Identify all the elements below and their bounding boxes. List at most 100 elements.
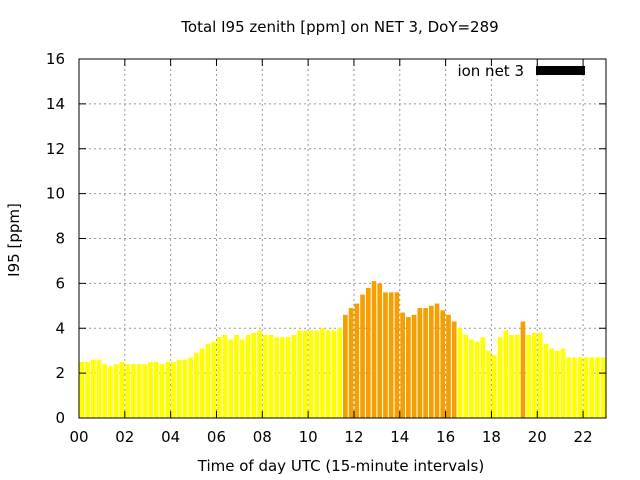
bar	[159, 364, 165, 418]
y-tick-label: 16	[46, 50, 65, 68]
bar	[526, 334, 532, 418]
bar	[222, 334, 228, 418]
bar	[383, 292, 388, 418]
bar	[320, 328, 325, 418]
bar	[469, 339, 474, 418]
bar	[314, 330, 320, 418]
bar	[537, 332, 543, 418]
bar	[365, 287, 371, 418]
bar	[165, 361, 171, 418]
bar	[239, 339, 245, 418]
bar	[589, 357, 595, 418]
bar	[440, 310, 446, 418]
x-tick-label: 16	[436, 428, 455, 446]
bar	[136, 364, 142, 418]
bar	[96, 359, 102, 418]
bar	[291, 334, 297, 418]
y-tick-label: 12	[46, 140, 65, 158]
bar	[388, 292, 394, 418]
x-tick-label: 08	[253, 428, 272, 446]
bar	[371, 281, 377, 418]
bar	[297, 330, 302, 418]
legend: ion net 3	[457, 62, 585, 80]
bar	[446, 314, 451, 418]
bar	[577, 357, 583, 418]
bar	[509, 334, 514, 418]
bar	[85, 361, 90, 418]
legend-swatch	[536, 66, 585, 75]
bar	[497, 337, 503, 418]
bar	[148, 361, 153, 418]
bar	[331, 330, 337, 418]
bar	[113, 364, 119, 418]
bar	[434, 303, 440, 418]
bar	[308, 330, 314, 418]
bar	[280, 337, 285, 418]
bar	[171, 361, 176, 418]
bar	[457, 328, 463, 418]
bar	[274, 337, 279, 418]
bar	[102, 364, 108, 418]
x-tick-label: 22	[574, 428, 593, 446]
bar	[486, 350, 491, 418]
x-tick-label: 14	[390, 428, 409, 446]
bar	[348, 308, 354, 418]
bar	[474, 341, 480, 418]
bar	[176, 359, 182, 418]
bar	[234, 334, 239, 418]
bar	[90, 359, 96, 418]
bar	[119, 361, 125, 418]
bar	[554, 350, 560, 418]
bar	[572, 357, 577, 418]
bar	[543, 343, 549, 418]
bar	[520, 321, 526, 418]
bar	[188, 357, 194, 418]
bar	[302, 330, 308, 418]
bar	[325, 330, 331, 418]
bar	[503, 330, 509, 418]
bar	[394, 292, 400, 418]
x-tick-label: 02	[115, 428, 134, 446]
y-tick-label: 14	[46, 95, 65, 113]
y-tick-label: 0	[55, 409, 65, 427]
bar	[549, 348, 554, 418]
bar	[417, 308, 423, 418]
bar	[600, 357, 606, 418]
bars-group	[79, 281, 606, 418]
x-tick-label: 06	[207, 428, 226, 446]
bar	[285, 337, 291, 418]
bar	[532, 332, 537, 418]
x-tick-label: 12	[344, 428, 363, 446]
bar	[583, 357, 589, 418]
bar	[194, 352, 199, 418]
bar	[595, 357, 600, 418]
bar	[451, 321, 457, 418]
bar	[216, 337, 222, 418]
bar	[560, 348, 566, 418]
bar	[463, 334, 469, 418]
bar	[205, 343, 211, 418]
x-tick-label: 20	[528, 428, 547, 446]
bar	[228, 339, 234, 418]
bar	[108, 366, 113, 418]
bar	[182, 359, 188, 418]
bar	[199, 348, 205, 418]
bar	[257, 330, 262, 418]
x-tick-label: 18	[482, 428, 501, 446]
chart-title: Total I95 zenith [ppm] on NET 3, DoY=289	[180, 18, 498, 36]
x-tick-label: 00	[69, 428, 88, 446]
bar	[354, 303, 360, 418]
bar	[400, 312, 405, 418]
bar	[411, 314, 417, 418]
bar	[245, 334, 251, 418]
bar	[153, 361, 159, 418]
bar	[377, 283, 383, 418]
bar	[566, 357, 572, 418]
y-tick-label: 6	[55, 274, 65, 292]
bar	[343, 314, 348, 418]
bar	[211, 341, 216, 418]
bar	[251, 332, 257, 418]
bar	[262, 334, 268, 418]
bar	[480, 337, 486, 418]
